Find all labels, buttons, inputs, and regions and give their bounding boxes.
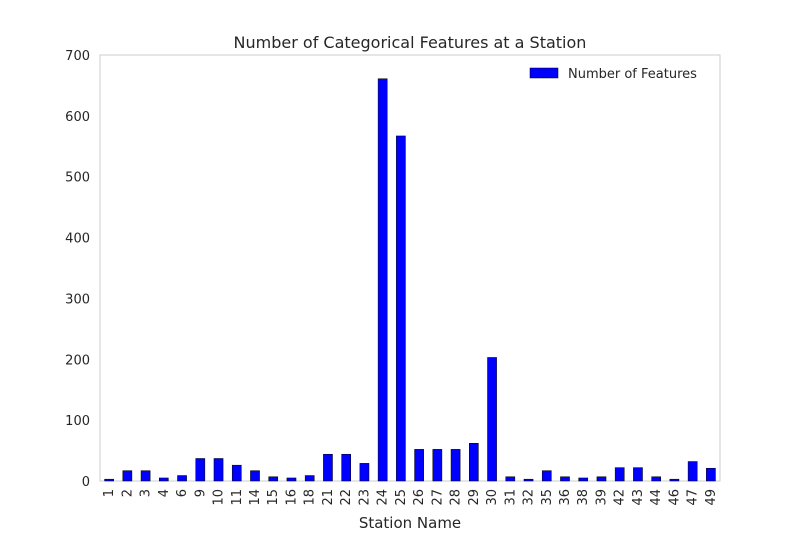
y-tick-label: 600	[65, 110, 90, 125]
y-tick-label: 0	[82, 475, 90, 490]
chart-title: Number of Categorical Features at a Stat…	[234, 33, 587, 52]
bar	[304, 475, 315, 482]
bar	[195, 458, 206, 482]
bar	[432, 449, 443, 482]
x-tick-label: 36	[558, 489, 573, 506]
x-tick-label: 43	[631, 489, 646, 506]
x-tick-label: 4	[157, 489, 172, 497]
legend-label: Number of Features	[568, 67, 697, 82]
bar	[177, 475, 187, 482]
bar	[578, 477, 589, 482]
x-tick-label: 42	[613, 489, 628, 506]
y-tick-label: 300	[65, 292, 90, 307]
bar	[341, 453, 351, 482]
y-tick-label: 400	[65, 232, 90, 247]
x-tick-label: 24	[376, 489, 391, 506]
x-tick-label: 6	[175, 489, 190, 497]
bar	[377, 78, 388, 482]
bar	[633, 467, 643, 482]
x-tick-label: 21	[321, 489, 336, 506]
bar	[250, 470, 260, 482]
bar	[231, 464, 242, 482]
bar	[286, 477, 297, 482]
bar	[505, 476, 516, 482]
x-tick-label: 16	[284, 489, 299, 506]
x-tick-label: 14	[248, 489, 263, 506]
x-tick-label: 46	[667, 489, 682, 506]
x-tick-label: 49	[704, 489, 719, 506]
x-tick-label: 9	[193, 489, 208, 497]
bar	[523, 478, 534, 482]
x-tick-label: 31	[503, 489, 518, 506]
y-axis: 0 100 200 300 400 500 600 700	[65, 49, 90, 490]
x-axis: 1 2 3 4 6 9 10 11 14 15 16 18 21 22 23 24 25 26 27 28 29 30 31…	[102, 489, 719, 506]
x-tick-label: 38	[576, 489, 591, 506]
x-tick-label: 35	[540, 489, 555, 506]
bar	[268, 476, 279, 482]
bar	[323, 453, 333, 482]
plot-area	[99, 54, 721, 482]
legend-swatch	[529, 67, 559, 79]
x-tick-label: 2	[120, 489, 135, 497]
bar	[487, 357, 497, 482]
bar	[414, 449, 424, 482]
bar	[651, 476, 661, 482]
x-tick-label: 15	[266, 489, 281, 506]
bars	[104, 78, 716, 482]
bar	[669, 478, 680, 482]
y-tick-label: 700	[65, 49, 90, 64]
y-tick-label: 500	[65, 171, 90, 186]
x-axis-title: Station Name	[359, 514, 461, 532]
x-tick-label: 29	[467, 489, 482, 506]
bar	[614, 467, 625, 482]
bar	[450, 449, 461, 482]
x-tick-label: 26	[412, 489, 427, 506]
bar	[359, 463, 370, 482]
x-tick-label: 22	[339, 489, 354, 506]
y-tick-label: 200	[65, 353, 90, 368]
x-tick-label: 39	[594, 489, 609, 506]
bar	[469, 443, 479, 482]
bar	[596, 476, 607, 482]
x-tick-label: 47	[686, 489, 701, 506]
x-tick-label: 32	[522, 489, 537, 506]
bar	[140, 470, 151, 482]
x-tick-label: 3	[139, 489, 154, 497]
x-tick-label: 28	[449, 489, 464, 506]
bar	[213, 458, 224, 482]
x-tick-label: 23	[357, 489, 372, 506]
bar	[541, 470, 552, 482]
x-tick-label: 18	[303, 489, 318, 506]
x-tick-label: 27	[430, 489, 445, 506]
legend: Number of Features	[529, 67, 697, 82]
bar	[159, 477, 169, 482]
y-tick-label: 100	[65, 414, 90, 429]
bar	[122, 470, 133, 482]
x-tick-label: 44	[649, 489, 664, 506]
x-tick-label: 25	[394, 489, 409, 506]
bar	[706, 467, 716, 482]
bar	[687, 461, 698, 482]
bar	[560, 476, 570, 482]
x-tick-label: 30	[485, 489, 500, 506]
bar	[104, 478, 114, 482]
x-tick-label: 11	[230, 489, 245, 506]
bar	[396, 135, 406, 482]
x-tick-label: 10	[212, 489, 227, 506]
x-tick-label: 1	[102, 489, 117, 497]
